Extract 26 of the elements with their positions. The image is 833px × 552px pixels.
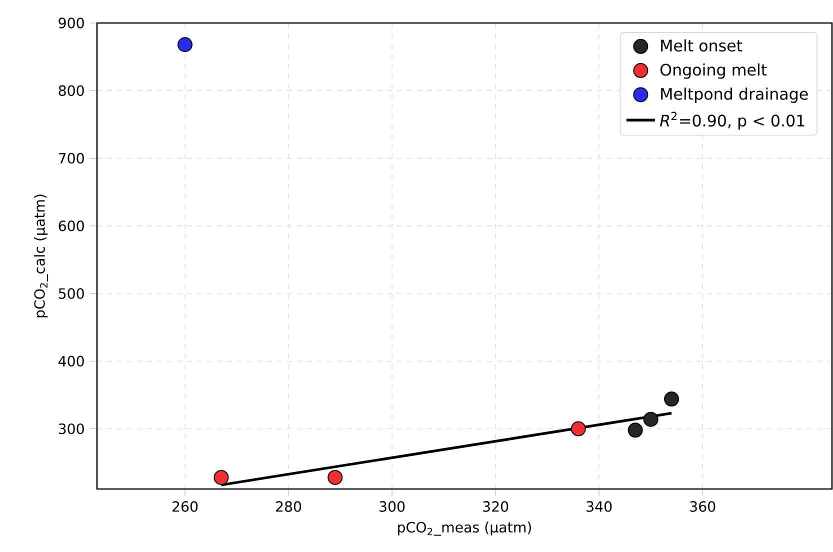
point bbox=[178, 37, 192, 52]
point bbox=[643, 412, 658, 427]
x-tick-label: 360 bbox=[690, 501, 716, 512]
y-tick-label: 300 bbox=[58, 423, 84, 434]
point bbox=[628, 422, 643, 438]
x-axis-title: pCO$_{2}$_meas (µatm) bbox=[398, 522, 531, 536]
y-tick-label: 400 bbox=[58, 356, 84, 367]
point bbox=[328, 470, 343, 485]
y-tick-label: 700 bbox=[58, 152, 84, 164]
y-tick-label: 900 bbox=[58, 18, 84, 28]
legend-label: Meltpond drainage bbox=[661, 88, 808, 103]
y-tick-label: 800 bbox=[58, 85, 84, 96]
point bbox=[214, 470, 229, 485]
y-axis-title: pCO$_{2}$_calc (µatm) bbox=[34, 194, 48, 318]
x-tick-label: 300 bbox=[380, 501, 405, 512]
legend-label: R$^{2}$=0.90, p < 0.01 bbox=[660, 112, 804, 130]
point bbox=[664, 392, 680, 407]
legend-label: Melt onset bbox=[661, 39, 742, 52]
x-tick-label: 340 bbox=[586, 501, 612, 512]
x-tick-label: 260 bbox=[172, 501, 198, 512]
y-tick-label: 500 bbox=[58, 288, 84, 299]
x-tick-label: 320 bbox=[483, 501, 508, 512]
legend-label: Ongoing melt bbox=[660, 63, 767, 79]
point bbox=[570, 421, 586, 436]
y-tick-label: 600 bbox=[58, 220, 84, 232]
x-tick-label: 280 bbox=[276, 501, 302, 512]
